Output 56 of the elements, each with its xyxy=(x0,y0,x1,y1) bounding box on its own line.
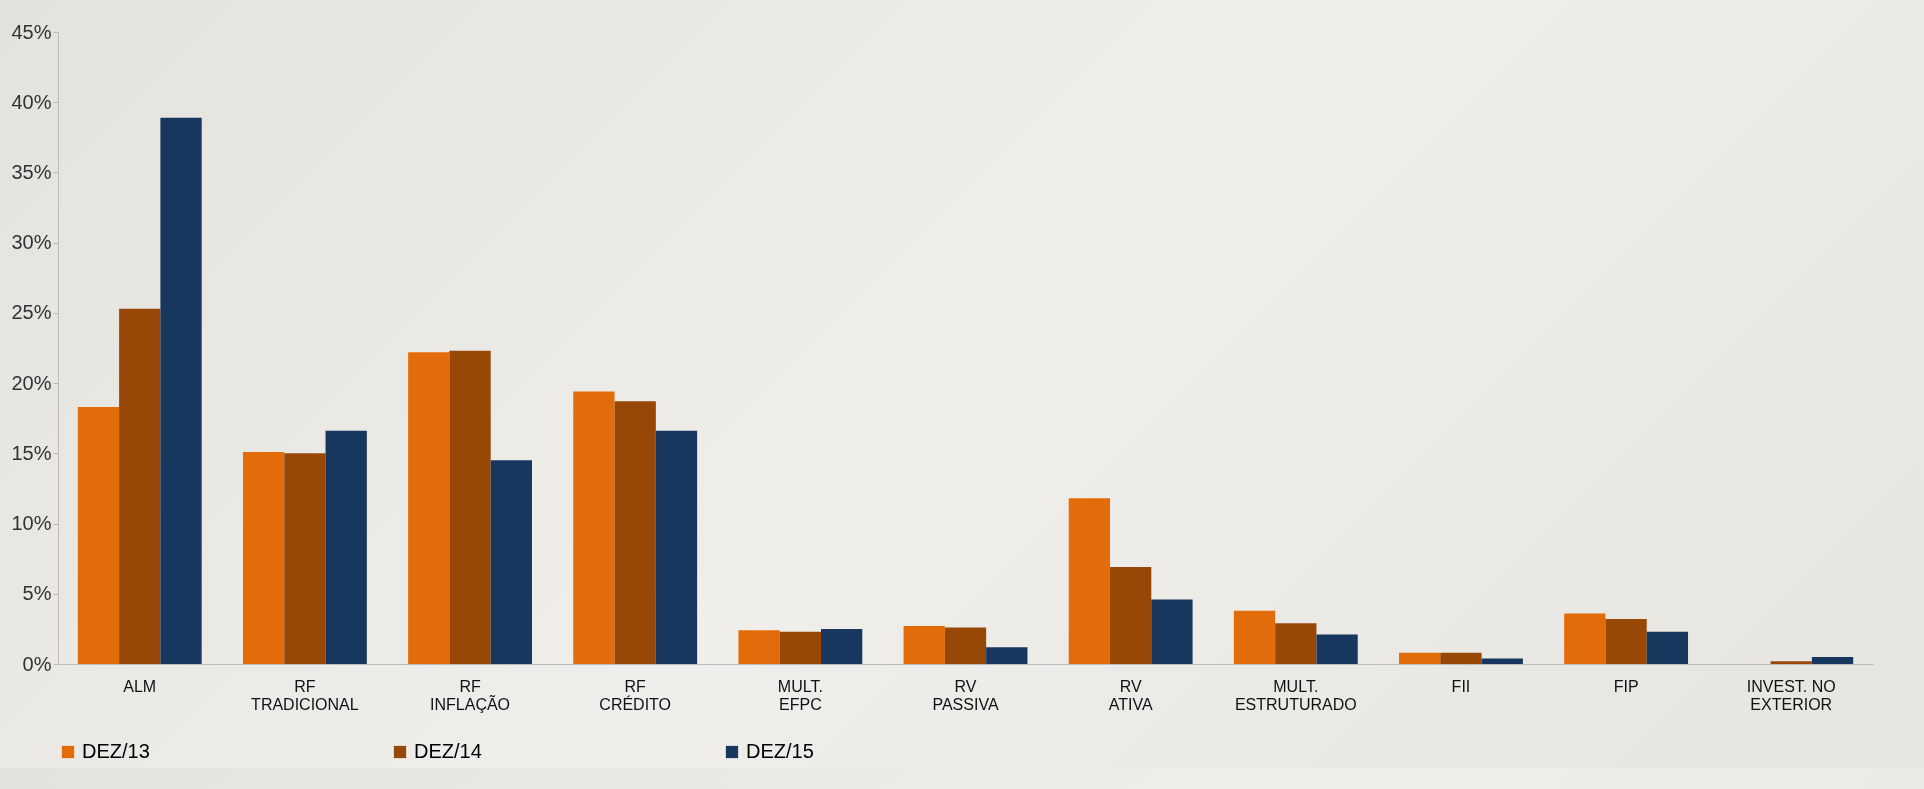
bar xyxy=(490,460,532,664)
y-tick-label: 30% xyxy=(11,231,52,254)
bar xyxy=(903,626,945,664)
bar xyxy=(325,430,367,664)
legend-label: DEZ/13 xyxy=(82,740,150,762)
y-tick-label: 20% xyxy=(11,371,52,394)
y-tick-label: 45% xyxy=(11,20,52,43)
bar xyxy=(160,117,202,664)
x-tick-label: ALM xyxy=(123,677,157,695)
y-tick-label: 40% xyxy=(11,90,52,113)
bar xyxy=(1110,567,1152,664)
bar xyxy=(738,630,780,664)
bar xyxy=(1233,610,1276,664)
bar xyxy=(408,352,450,664)
bar xyxy=(614,401,656,664)
bar xyxy=(119,308,161,664)
bar xyxy=(779,631,821,664)
bar xyxy=(1811,656,1854,664)
bar xyxy=(1275,623,1317,664)
bar xyxy=(820,628,863,664)
legend-label: DEZ/15 xyxy=(746,740,814,762)
x-tick-label: RF TRADICIONAL xyxy=(251,677,359,713)
bar xyxy=(1316,634,1358,664)
y-tick-label: 0% xyxy=(22,652,52,675)
y-tick-label: 5% xyxy=(22,582,52,605)
bar xyxy=(1605,619,1647,664)
x-tick-label: MULT. ESTRUTURADO xyxy=(1234,677,1357,713)
x-tick-label: RV ATIVA xyxy=(1108,677,1153,713)
x-tick-label: FIP xyxy=(1613,677,1639,695)
bar xyxy=(1399,652,1441,664)
bar xyxy=(1151,599,1193,664)
x-tick-label: RF INFLAÇÃO xyxy=(430,677,511,713)
bar xyxy=(242,451,285,664)
bar xyxy=(1646,631,1689,664)
y-tick-label: 25% xyxy=(11,301,52,324)
bar xyxy=(1770,661,1812,664)
bar xyxy=(1564,613,1606,664)
y-tick-label: 35% xyxy=(11,160,52,183)
y-tick-label: 10% xyxy=(11,512,52,535)
bar xyxy=(1068,498,1111,664)
bar xyxy=(1481,658,1523,664)
x-tick-label: FII xyxy=(1451,677,1471,695)
bar xyxy=(573,391,615,664)
bar xyxy=(655,430,698,664)
x-tick-label: INVEST. NO EXTERIOR xyxy=(1746,677,1836,713)
bar xyxy=(77,406,120,664)
legend-label: DEZ/14 xyxy=(414,740,482,762)
bar xyxy=(1440,652,1482,664)
bar xyxy=(449,350,491,664)
x-tick-label: MULT. EFPC xyxy=(777,677,823,713)
x-tick-label: RV PASSIVA xyxy=(932,677,999,713)
bar xyxy=(986,647,1028,664)
x-tick-label: RF CRÉDITO xyxy=(599,677,672,713)
bar xyxy=(284,453,326,664)
bar xyxy=(944,627,987,664)
y-tick-label: 15% xyxy=(11,441,52,464)
